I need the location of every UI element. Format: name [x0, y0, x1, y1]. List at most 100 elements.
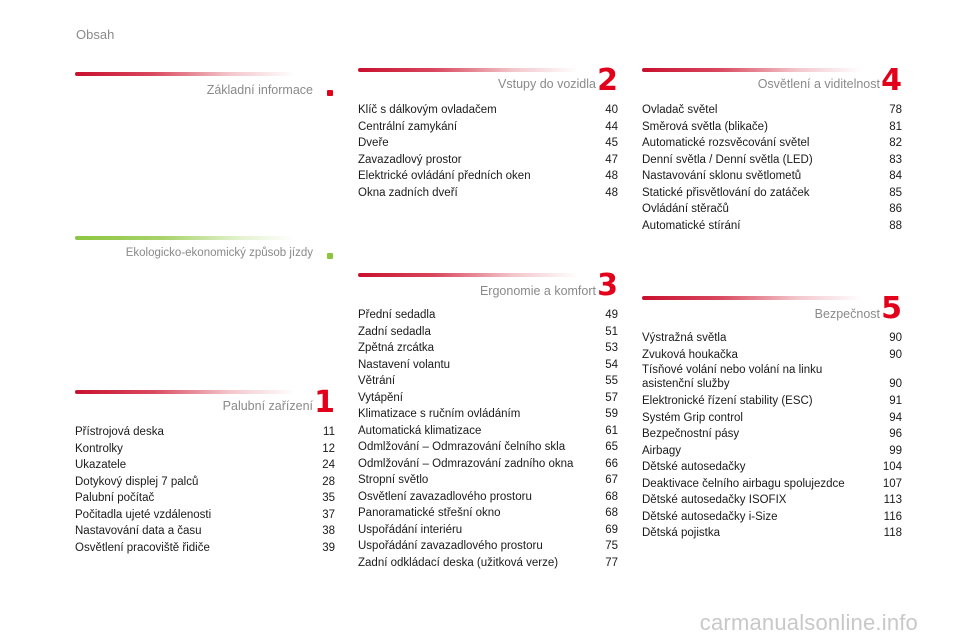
toc-entry-label: Počitadla ujeté vzdálenosti [75, 508, 212, 521]
toc-entry[interactable]: Automatické rozsvěcování světel 82 [642, 135, 902, 152]
toc-entry-label: Přední sedadla [358, 309, 436, 321]
section-title[interactable]: Osvětlení a viditelnost [757, 77, 880, 91]
toc-entry-page: 49 [605, 309, 618, 321]
toc-entry-label: Dětská pojistka [642, 527, 720, 539]
section-title[interactable]: Vstupy do vozidla [498, 77, 596, 91]
toc-entry-label: Odmlžování – Odmrazování zadního okna [358, 457, 574, 470]
toc-entry-label: Uspořádání interiéru [358, 523, 463, 536]
toc-entry[interactable]: Zavazadlový prostor 47 [358, 152, 618, 169]
toc-entry[interactable]: Tísňové volání nebo volání na linku asis… [642, 363, 902, 391]
toc-list: Ovladač světel 78 Směrová světla (blikače)… [642, 102, 902, 234]
toc-entry[interactable]: Dotykový displej 7 palců 28 [75, 474, 335, 491]
toc-entry-page: 39 [322, 541, 335, 554]
toc-entry[interactable]: Elektrické ovládání předních oken 48 [358, 168, 618, 185]
section-title[interactable]: Bezpečnost [814, 307, 880, 321]
toc-entry[interactable]: Centrální zamykání 44 [358, 119, 618, 136]
toc-entry[interactable]: Směrová světla (blikače) 81 [642, 119, 902, 136]
toc-entry[interactable]: Počitadla ujeté vzdálenosti 37 [75, 507, 335, 524]
toc-entry[interactable]: Automatická klimatizace 61 [358, 423, 618, 440]
section-number: 5 [881, 291, 902, 326]
toc-entry[interactable]: Nastavení volantu 54 [358, 357, 618, 374]
toc-entry[interactable]: Okna zadních dveří 48 [358, 185, 618, 202]
toc-entry[interactable]: Odmlžování – Odmrazování čelního skla 65 [358, 439, 618, 456]
toc-entry[interactable]: Kontrolky 12 [75, 441, 335, 458]
toc-entry-page: 113 [883, 494, 902, 506]
toc-entry[interactable]: Odmlžování – Odmrazování zadního okna 66 [358, 456, 618, 473]
toc-entry[interactable]: Dětské autosedačky i-Size 116 [642, 509, 902, 526]
section-title[interactable]: Ergonomie a komfort [479, 284, 596, 298]
toc-entry-label: Klíč s dálkovým ovladačem [358, 104, 497, 116]
toc-entry[interactable]: Ovladač světel 78 [642, 102, 902, 119]
toc-entry[interactable]: Dveře 45 [358, 135, 618, 152]
toc-entry[interactable]: Osvětlení pracoviště řidiče 39 [75, 540, 335, 557]
toc-entry-page: 51 [605, 325, 618, 338]
toc-entry[interactable]: Airbagy 99 [642, 443, 902, 460]
toc-entry[interactable]: Zpětná zrcátka 53 [358, 340, 618, 357]
toc-entry-label: Dotykový displej 7 palců [75, 475, 199, 488]
section-bar [75, 72, 295, 76]
toc-entry[interactable]: Zvuková houkačka 90 [642, 347, 902, 364]
toc-entry-label: Automatická klimatizace [358, 424, 482, 437]
toc-entry[interactable]: Systém Grip control 94 [642, 410, 902, 427]
toc-entry[interactable]: Dětské autosedačky ISOFIX 113 [642, 492, 902, 509]
toc-entry[interactable]: Klíč s dálkovým ovladačem 40 [358, 102, 618, 119]
toc-entry-label: Centrální zamykání [358, 120, 458, 133]
toc-entry-label: Elektrické ovládání předních oken [358, 170, 531, 182]
toc-entry-label: Osvětlení pracoviště řidiče [75, 541, 210, 554]
toc-entry-label: Přístrojová deska [75, 426, 164, 438]
toc-entry-page: 47 [605, 153, 618, 166]
toc-entry[interactable]: Elektronické řízení stability (ESC) 91 [642, 393, 902, 410]
toc-entry[interactable]: Statické přisvětlování do zatáček 85 [642, 185, 902, 202]
toc-entry-label: Výstražná světla [642, 332, 727, 344]
toc-entry[interactable]: Uspořádání interiéru 69 [358, 522, 618, 539]
toc-entry[interactable]: Deaktivace čelního airbagu spolujezdce 10… [642, 476, 902, 493]
toc-entry[interactable]: Výstražná světla 90 [642, 330, 902, 347]
toc-entry[interactable]: Automatické stírání 88 [642, 218, 902, 235]
toc-entry-page: 28 [322, 475, 335, 488]
toc-entry[interactable]: Přístrojová deska 11 [75, 424, 335, 441]
toc-list: Přístrojová deska 11 Kontrolky 12 Ukazatele 2… [75, 424, 335, 556]
toc-entry[interactable]: Panoramatické střešní okno 68 [358, 505, 618, 522]
section-bar [358, 273, 578, 277]
toc-entry[interactable]: Denní světla / Denní světla (LED) 83 [642, 152, 902, 169]
section-bar [642, 68, 862, 72]
toc-entry-label: Bezpečnostní pásy [642, 428, 740, 440]
toc-entry[interactable]: Dětská pojistka 118 [642, 525, 902, 542]
toc-entry-label: Nastavování data a času [75, 525, 202, 537]
toc-entry-page: 75 [605, 540, 618, 552]
toc-entry[interactable]: Zadní odkládací deska (užitková verze) 77 [358, 555, 618, 572]
toc-entry-page: 24 [322, 459, 335, 471]
toc-entry[interactable]: Větrání 55 [358, 373, 618, 390]
toc-entry[interactable]: Vytápění 57 [358, 390, 618, 407]
toc-entry-page: 118 [883, 527, 902, 539]
toc-entry-label: Denní světla / Denní světla (LED) [642, 153, 813, 166]
toc-entry-label: Automatické stírání [642, 219, 741, 232]
toc-entry[interactable]: Klimatizace s ručním ovládáním 59 [358, 406, 618, 423]
toc-entry-page: 59 [605, 408, 618, 420]
toc-entry[interactable]: Přední sedadla 49 [358, 307, 618, 324]
section-marker-icon [327, 253, 333, 259]
toc-entry-label: Dětské autosedačky i-Size [642, 510, 778, 523]
toc-entry[interactable]: Osvětlení zavazadlového prostoru 68 [358, 489, 618, 506]
toc-entry-label: Automatické rozsvěcování světel [642, 137, 810, 149]
toc-entry[interactable]: Stropní světlo 67 [358, 472, 618, 489]
toc-entry-label: Zvuková houkačka [642, 348, 738, 361]
toc-entry[interactable]: Ovládání stěračů 86 [642, 201, 902, 218]
section-bar [642, 296, 862, 300]
section-number: 3 [597, 268, 618, 303]
toc-entry[interactable]: Uspořádání zavazadlového prostoru 75 [358, 538, 618, 555]
toc-entry[interactable]: Zadní sedadla 51 [358, 324, 618, 341]
section-title[interactable]: Palubní zařízení [222, 399, 313, 413]
toc-entry-page: 107 [882, 477, 902, 490]
toc-entry[interactable]: Nastavování data a času 38 [75, 523, 335, 540]
watermark: carmanualsonline.info [699, 610, 918, 635]
toc-entry[interactable]: Palubní počítač 35 [75, 490, 335, 507]
toc-entry[interactable]: Dětské autosedačky 104 [642, 459, 902, 476]
toc-entry[interactable]: Ukazatele 24 [75, 457, 335, 474]
section-title: Ekologicko-ekonomický způsob jízdy [125, 247, 313, 259]
toc-entry-page: 84 [889, 170, 902, 182]
toc-entry[interactable]: Bezpečnostní pásy 96 [642, 426, 902, 443]
toc-entry-page: 77 [605, 556, 618, 569]
toc-entry[interactable]: Nastavování sklonu světlometů 84 [642, 168, 902, 185]
toc-entry-page: 48 [605, 170, 618, 182]
